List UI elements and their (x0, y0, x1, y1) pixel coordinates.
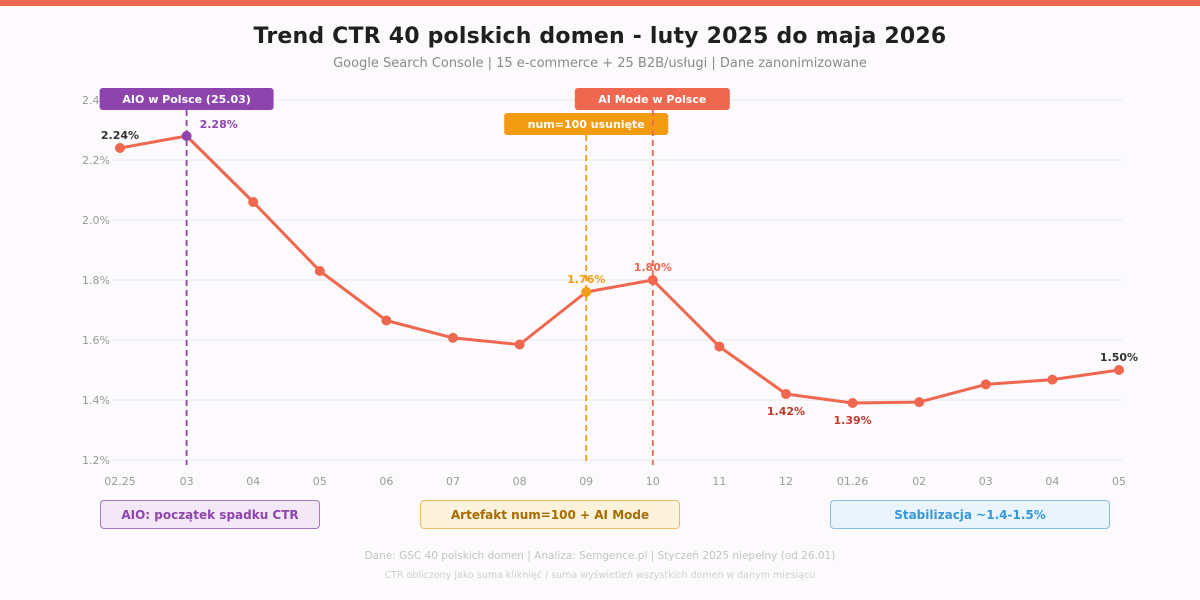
y-tick-label: 1.4% (82, 394, 110, 407)
data-label: 2.24% (101, 129, 139, 142)
y-tick-label: 2.0% (82, 214, 110, 227)
data-point (448, 332, 458, 343)
x-tick-label: 04 (1045, 475, 1059, 488)
event-tag-label: AI Mode w Polsce (598, 93, 706, 106)
callout-num100-artifact: Artefakt num=100 + AI Mode (420, 500, 680, 529)
data-point (181, 131, 192, 141)
data-label: 2.28% (200, 118, 238, 131)
data-point (647, 275, 658, 285)
footer-source: Dane: GSC 40 polskich domen | Analiza: S… (364, 550, 836, 562)
x-tick-label: 03 (180, 475, 194, 488)
x-tick-label: 08 (513, 475, 527, 488)
event-tag-label: num=100 usunięte (528, 118, 645, 131)
footer-method-note: CTR obliczony jako suma kliknięć / suma … (384, 570, 816, 581)
data-label: 1.39% (834, 414, 872, 427)
data-point (1114, 365, 1124, 375)
y-tick-label: 1.2% (82, 454, 110, 467)
data-point (381, 315, 392, 326)
chart-subtitle: Google Search Console | 15 e-commerce + … (333, 56, 867, 71)
x-tick-label: 07 (446, 475, 460, 488)
event-tag-num100 (504, 113, 669, 135)
callout-stabilization: Stabilizacja ~1.4-1.5% (830, 500, 1110, 529)
event-tag-aimode (574, 88, 730, 110)
data-point (514, 339, 525, 350)
event-tag-aio (99, 88, 274, 110)
x-tick-label: 11 (712, 475, 726, 488)
data-point (781, 389, 791, 399)
data-label: 1.80% (634, 261, 672, 274)
x-tick-label: 04 (246, 475, 260, 488)
data-label: 1.76% (567, 273, 605, 286)
y-tick-label: 2.2% (82, 154, 110, 167)
data-point (980, 379, 991, 390)
event-tag-label: AIO w Polsce (25.03) (122, 93, 250, 106)
x-tick-label: 12 (779, 475, 793, 488)
data-point (1047, 374, 1058, 385)
chart-title: Trend CTR 40 polskich domen - luty 2025 … (253, 24, 947, 49)
ctr-series-line (118, 134, 1121, 405)
data-point (714, 341, 725, 352)
data-point (847, 398, 858, 408)
x-tick-label: 10 (646, 475, 660, 488)
data-point (914, 397, 925, 408)
x-tick-label: 02.25 (104, 475, 136, 488)
x-tick-label: 05 (1112, 475, 1126, 488)
data-point (248, 197, 259, 207)
callout-aio: AIO: początek spadku CTR (100, 500, 320, 529)
data-point (581, 287, 592, 297)
data-label: 1.50% (1100, 351, 1138, 364)
data-label: 1.42% (767, 405, 805, 418)
data-point (314, 266, 325, 276)
x-tick-label: 02 (912, 475, 926, 488)
top-accent-bar (0, 0, 1200, 6)
x-tick-label: 05 (313, 475, 327, 488)
y-tick-label: 1.8% (82, 274, 110, 287)
x-tick-label: 06 (379, 475, 393, 488)
x-tick-label: 09 (579, 475, 593, 488)
y-tick-label: 1.6% (82, 334, 110, 347)
data-point (115, 143, 125, 153)
x-tick-label: 01.26 (837, 475, 869, 488)
x-tick-label: 03 (979, 475, 993, 488)
